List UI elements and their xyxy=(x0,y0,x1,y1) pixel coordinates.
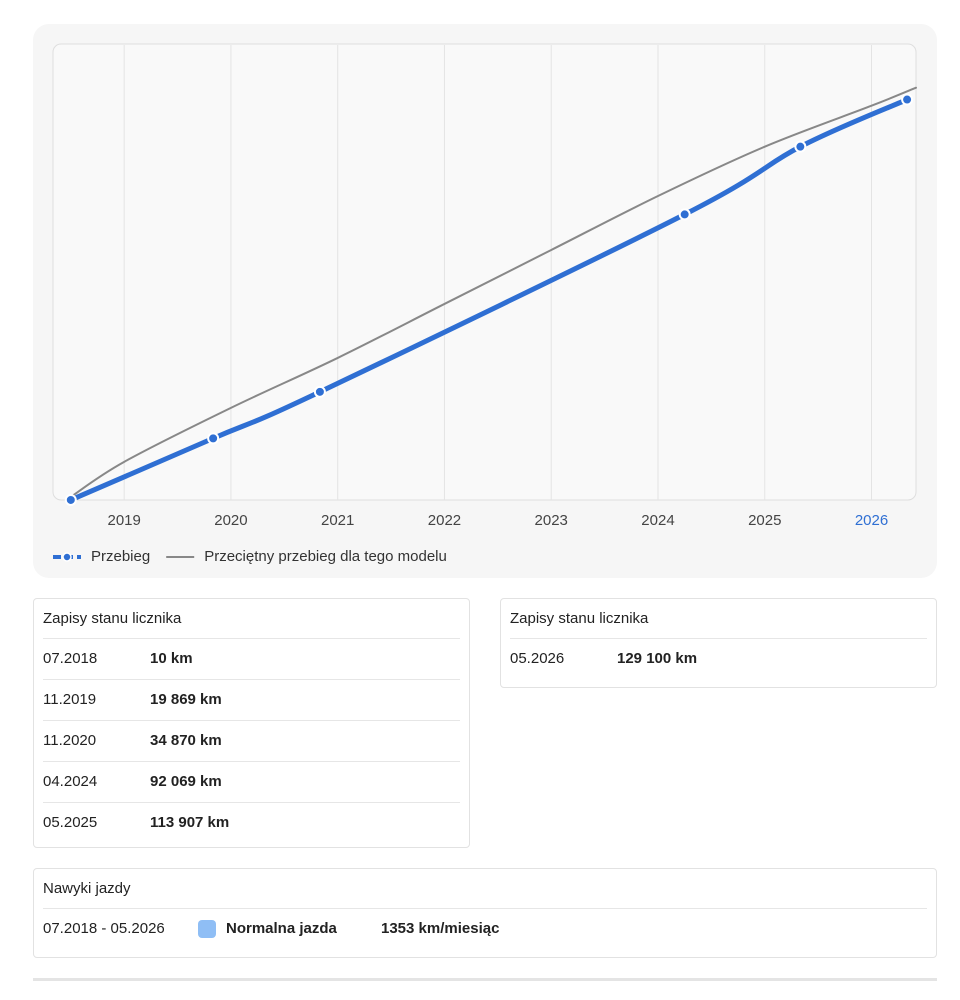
x-tick-label: 2024 xyxy=(641,512,674,529)
rate: 1353 km/miesiąc xyxy=(381,920,500,937)
record-date: 05.2026 xyxy=(510,650,565,667)
x-tick-label: 2019 xyxy=(107,512,140,529)
x-tick-label: 2022 xyxy=(428,512,461,529)
data-point xyxy=(313,385,326,398)
card-title: Nawyki jazdy xyxy=(43,869,927,909)
record-value: 92 069 km xyxy=(150,773,222,790)
data-point xyxy=(901,93,914,106)
data-point xyxy=(207,432,220,445)
record-row: 04.2024 92 069 km xyxy=(43,762,460,803)
chart: 2019 2020 2021 2022 2023 2024 2025 2026 Przebieg… xyxy=(52,43,917,565)
legend-marker xyxy=(62,552,72,562)
record-value: 129 100 km xyxy=(617,650,698,667)
x-tick-label: 2025 xyxy=(748,512,781,529)
record-date: 05.2025 xyxy=(43,814,98,831)
series-line xyxy=(69,86,917,498)
record-value: 10 km xyxy=(150,650,193,667)
data-point xyxy=(794,140,807,153)
period: 07.2018 - 05.2026 xyxy=(43,920,165,937)
records-card: Zapisy stanu licznika 07.2018 10 km 11.201… xyxy=(33,598,470,848)
record-row: 05.2026 129 100 km xyxy=(510,639,927,679)
data-point xyxy=(64,493,77,506)
data-point xyxy=(678,208,691,221)
record-value: 34 870 km xyxy=(150,732,222,749)
style-label: Normalna jazda xyxy=(226,920,337,937)
driving-card: Nawyki jazdy 07.2018 - 05.2026 Normalna … xyxy=(33,868,937,958)
style-swatch xyxy=(198,920,216,938)
card-title: Zapisy stanu licznika xyxy=(43,599,460,639)
record-value: 19 869 km xyxy=(150,691,222,708)
records-card: Zapisy stanu licznika 05.2026 129 100 km xyxy=(500,598,937,688)
x-tick-label: 2020 xyxy=(214,512,247,529)
records-list: 05.2026 129 100 km xyxy=(510,639,927,679)
x-tick-label: 2023 xyxy=(535,512,568,529)
record-value: 113 907 km xyxy=(150,814,230,831)
legend-label: Przeciętny przebieg dla tego modelu xyxy=(204,548,447,565)
record-date: 11.2019 xyxy=(43,691,97,708)
x-tick-label: 2026 xyxy=(855,512,888,529)
record-row: 11.2020 34 870 km xyxy=(43,721,460,762)
record-date: 07.2018 xyxy=(43,650,98,667)
record-date: 04.2024 xyxy=(43,773,98,790)
records-list: 07.2018 10 km 11.2019 19 869 km 11.2020 34 87… xyxy=(43,639,460,843)
record-date: 11.2020 xyxy=(43,732,97,749)
plot-area xyxy=(52,43,917,501)
driving-row: 07.2018 - 05.2026 Normalna jazda 1353 km… xyxy=(43,909,927,949)
divider xyxy=(33,978,937,981)
record-row: 05.2025 113 907 km xyxy=(43,803,460,843)
legend-label: Przebieg xyxy=(91,548,150,565)
card-title: Zapisy stanu licznika xyxy=(510,599,927,639)
record-row: 11.2019 19 869 km xyxy=(43,680,460,721)
x-tick-label: 2021 xyxy=(321,512,354,529)
record-row: 07.2018 10 km xyxy=(43,639,460,680)
